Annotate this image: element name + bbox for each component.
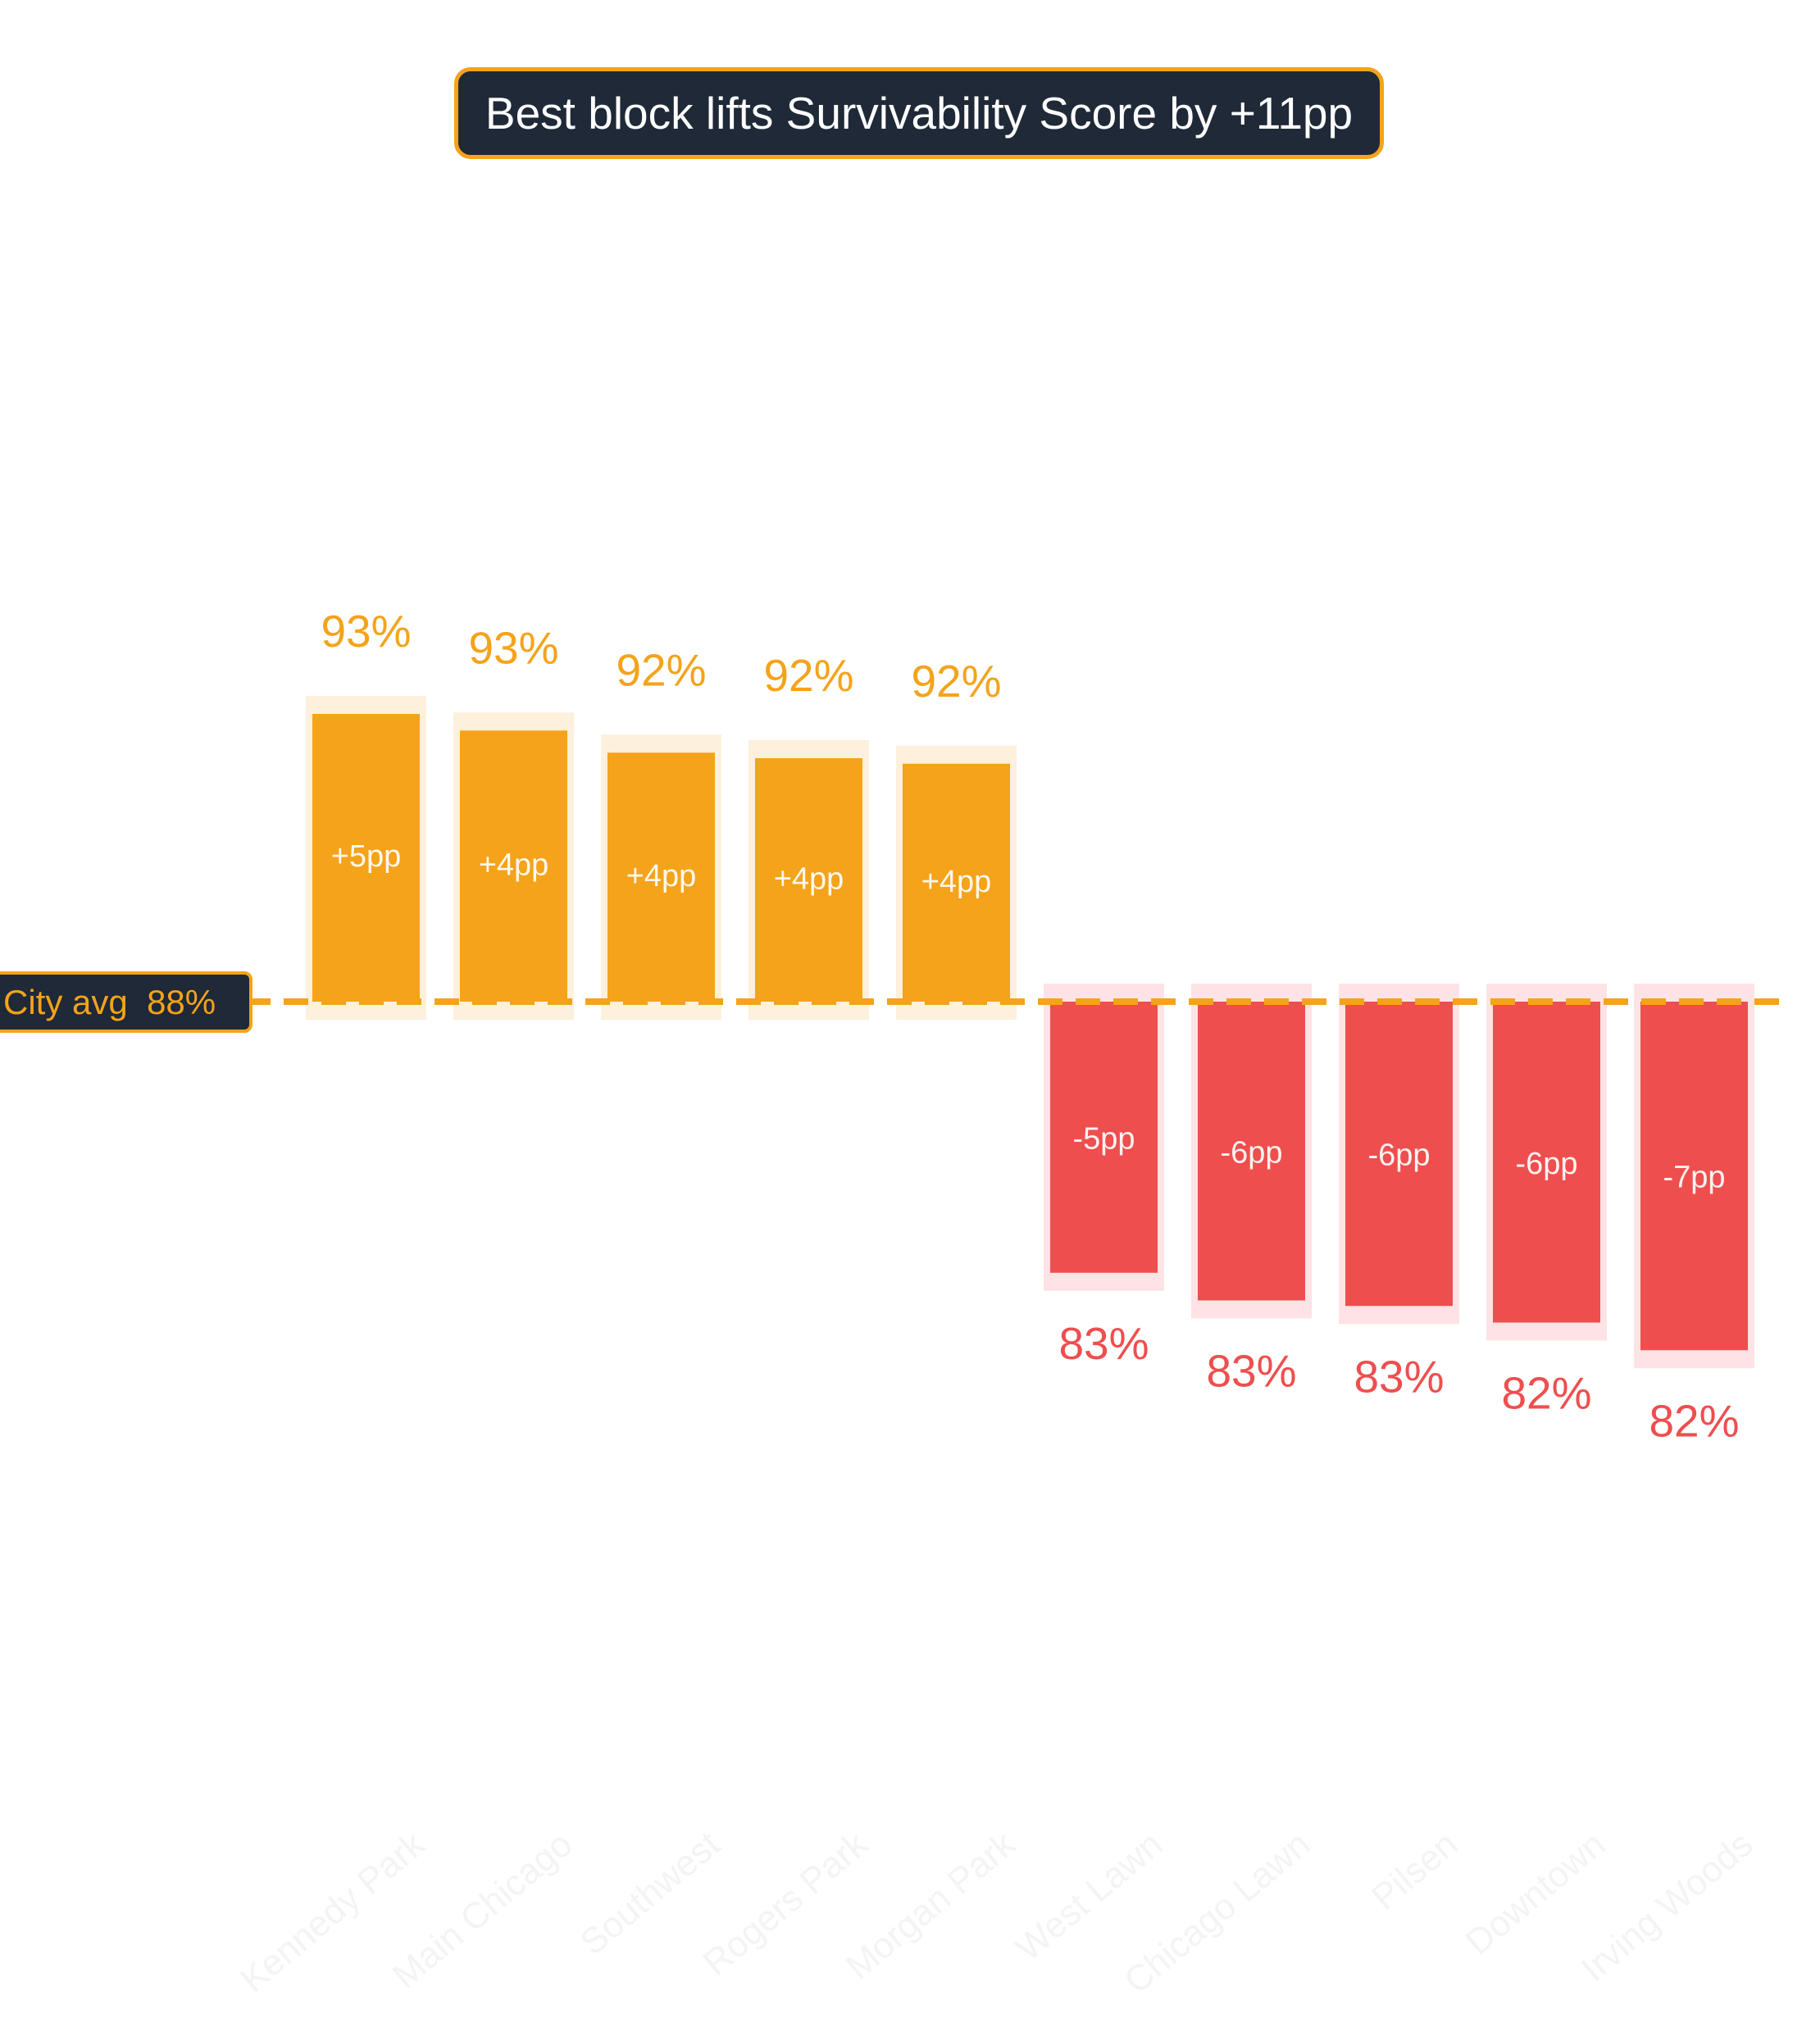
delta-label: +4pp [774, 862, 844, 897]
category-label: Pilsen [1364, 1824, 1465, 1918]
chart-title: Best block lifts Survivability Score by … [454, 67, 1384, 159]
value-label: 93% [468, 622, 558, 673]
bars [312, 714, 1748, 1351]
delta-labels: +5pp +4pp +4pp +4pp +4pp -5pp -6pp -6pp -6pp -7pp [331, 839, 1726, 1195]
delta-label: +5pp [331, 839, 402, 874]
delta-label: -6pp [1515, 1147, 1577, 1181]
bar [460, 730, 567, 1002]
delta-label: -6pp [1220, 1135, 1282, 1170]
delta-label: -6pp [1367, 1139, 1430, 1173]
value-label: 82% [1649, 1395, 1739, 1446]
bar [1493, 1002, 1600, 1323]
value-label: 83% [1206, 1346, 1296, 1397]
category-label: Downtown [1458, 1824, 1613, 1963]
bar [607, 752, 715, 1002]
value-label: 92% [911, 656, 1001, 707]
value-label: 82% [1501, 1368, 1591, 1419]
bar [903, 763, 1010, 1002]
bar [1640, 1002, 1748, 1351]
value-label: 92% [763, 650, 853, 701]
bar [755, 758, 862, 1002]
delta-label: +4pp [626, 859, 697, 893]
category-label: Southwest [573, 1824, 728, 1963]
value-label: 83% [1354, 1351, 1444, 1402]
value-label: 83% [1058, 1318, 1149, 1369]
city-average-value: 88% [147, 982, 216, 1021]
bar [1345, 1002, 1453, 1307]
city-average-text: City avg [3, 982, 128, 1021]
delta-label: -5pp [1072, 1121, 1135, 1156]
value-labels: 93% 93% 92% 92% 92% 83% 83% 83% 82% 82% [321, 606, 1739, 1446]
value-label: 92% [616, 644, 706, 695]
value-label: 93% [321, 606, 411, 657]
delta-label: -7pp [1663, 1161, 1725, 1195]
city-average-label: City avg 88% [0, 971, 253, 1033]
delta-label: +4pp [921, 865, 992, 899]
bar [1050, 1002, 1158, 1273]
bar [1198, 1002, 1305, 1301]
delta-label: +4pp [479, 848, 549, 882]
bar [312, 714, 420, 1002]
